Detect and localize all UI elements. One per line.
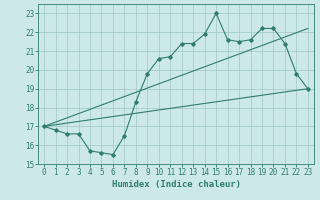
X-axis label: Humidex (Indice chaleur): Humidex (Indice chaleur) xyxy=(111,180,241,189)
